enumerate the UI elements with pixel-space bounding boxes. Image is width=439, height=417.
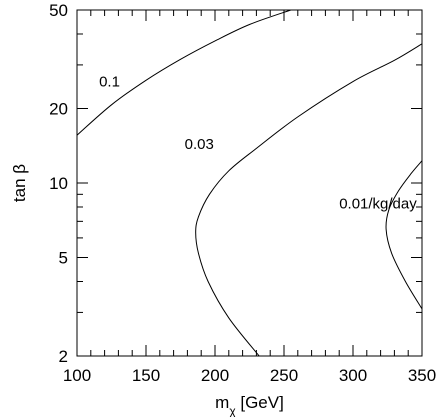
y-tick-label: 10 [49,174,68,193]
ticks-layer [76,9,423,357]
x-tick-label: 350 [408,366,436,385]
contour-label: 0.03 [185,136,214,153]
x-tick-label: 150 [132,366,160,385]
y-tick-label: 5 [59,249,68,268]
x-tick-label: 250 [270,366,298,385]
contour-line-0-1 [77,10,292,136]
curves-layer [77,10,422,356]
contour-line-0-01-kg-day [385,160,422,310]
x-axis-label: mχ [GeV] [215,393,284,417]
x-tick-label: 100 [63,366,91,385]
y-tick-label: 2 [59,347,68,366]
x-axis-label-sub: χ [229,404,236,417]
x-axis-label-unit: [GeV] [236,393,284,412]
y-axis-label: tan β [10,164,29,202]
y-tick-label: 50 [49,1,68,20]
labels-layer: 100 150 200 250 300 350 2 5 10 20 50 0.1 0.03 0.01/kg… [49,1,436,385]
contour-line-0-03 [195,43,422,356]
plot-frame [76,9,423,357]
contour-label: 0.1 [99,74,120,91]
x-tick-label: 300 [339,366,367,385]
x-tick-label: 200 [201,366,229,385]
y-tick-label: 20 [49,99,68,118]
x-axis-label-main: m [215,393,229,412]
contour-label: 0.01/kg/day [339,195,417,212]
